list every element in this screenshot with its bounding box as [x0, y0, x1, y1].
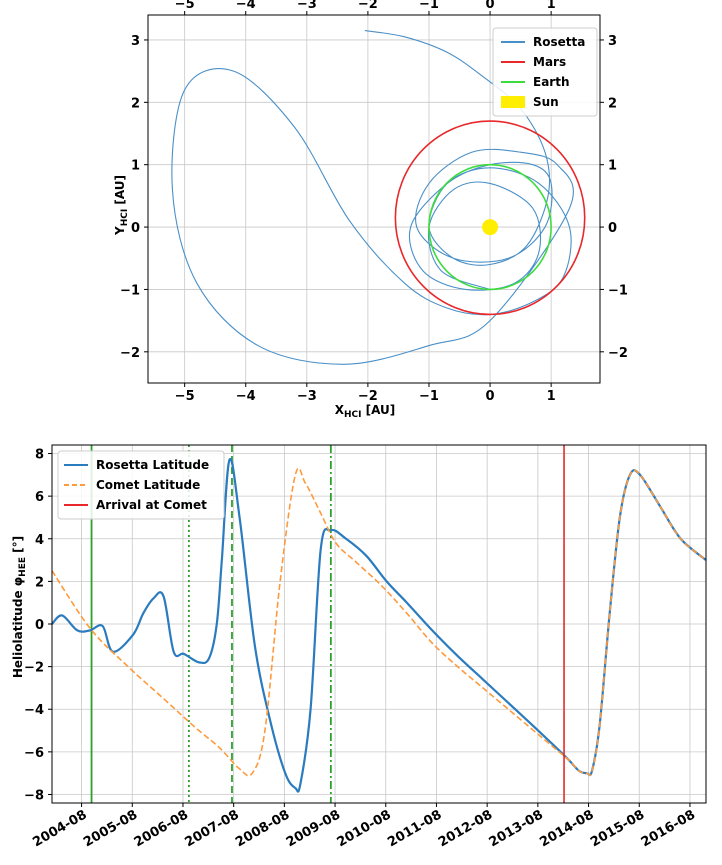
orbit-ytick-label-right: 0: [608, 221, 617, 236]
earth-orbit: [428, 163, 552, 291]
orbit-ytick-label-right: −2: [608, 346, 628, 361]
latitude-legend: Rosetta Latitude Comet Latitude Arrival at…: [57, 450, 225, 520]
legend-label-mars: Mars: [533, 55, 566, 69]
orbit-xtick-label-top: −5: [175, 0, 195, 12]
orbit-xlabel: XHCI [AU]: [335, 403, 396, 420]
latitude-xtick-label: 2011-08: [385, 807, 444, 850]
orbit-xtick-label: −3: [297, 389, 317, 404]
sun-marker: [482, 219, 499, 236]
legend-label-earth: Earth: [533, 75, 570, 89]
orbit-ytick-label: 3: [131, 34, 140, 49]
latitude-xtick-label: 2008-08: [233, 807, 292, 850]
orbit-xtick-label: −5: [175, 389, 195, 404]
latitude-ytick-label: 0: [35, 618, 44, 633]
latitude-ytick-label: 6: [35, 490, 44, 505]
legend-label-rosetta-latitude: Rosetta Latitude: [96, 458, 209, 472]
orbit-plot-area: [171, 30, 586, 365]
latitude-ylabel: Heliolatitude φHEE [°]: [11, 536, 28, 678]
orbit-xtick-label-top: −3: [297, 0, 317, 12]
mars-orbit: [394, 120, 586, 316]
orbit-chart: −5 −5 −4 −4 −3 −3 −2 −2 −1 −1 0 0 1 1 −2 −2 −1 −1 0 0 1 1 2 2 3 3…: [113, 0, 628, 420]
latitude-gridlines: [52, 445, 706, 803]
legend-label-sun: Sun: [533, 95, 559, 109]
latitude-ytick-label: −8: [24, 788, 44, 803]
latitude-ytick-label: −4: [24, 703, 44, 718]
orbit-ytick-label: −1: [120, 283, 140, 298]
latitude-xtick-label: 2007-08: [182, 807, 241, 850]
latitude-ytick-label: −2: [24, 661, 44, 676]
orbit-ytick-label-right: 2: [608, 96, 617, 111]
latitude-xtick-label: 2005-08: [81, 807, 140, 850]
orbit-xtick-label: 0: [486, 389, 495, 404]
latitude-xtick-label: 2014-08: [537, 807, 596, 850]
latitude-xtick-label: 2013-08: [487, 807, 546, 850]
latitude-ytick-label: 4: [35, 533, 44, 548]
orbit-axes-frame: [147, 14, 601, 384]
latitude-chart: 2004-082005-082006-082007-082008-082009-…: [11, 444, 707, 850]
orbit-ytick-label: 1: [131, 159, 140, 174]
orbit-ytick-label-right: 3: [608, 34, 617, 49]
legend-label-rosetta: Rosetta: [533, 35, 585, 49]
rosetta-trajectory: [171, 30, 574, 365]
orbit-xtick-label-top: 0: [486, 0, 495, 12]
latitude-xtick-label: 2015-08: [588, 807, 647, 850]
orbit-xtick-label-top: 1: [547, 0, 556, 12]
latitude-xtick-label: 2016-08: [639, 807, 698, 850]
orbit-xtick-label-top: −1: [419, 0, 439, 12]
orbit-ticks: −5 −5 −4 −4 −3 −3 −2 −2 −1 −1 0 0 1 1 −2 −2 −1 −1 0 0 1 1 2 2 3 3: [120, 0, 628, 404]
orbit-xtick-label: −4: [236, 389, 256, 404]
comet-latitude-line: [51, 467, 707, 777]
legend-swatch-sun: [501, 96, 525, 108]
orbit-ylabel: YHCI [AU]: [113, 175, 130, 236]
orbit-xtick-label-top: −4: [236, 0, 256, 12]
latitude-legend-box: [57, 450, 225, 520]
orbit-ytick-label: 0: [131, 221, 140, 236]
latitude-xtick-label: 2012-08: [436, 807, 495, 850]
orbit-legend-box: [492, 27, 598, 117]
latitude-ytick-label: 8: [35, 448, 44, 463]
legend-label-arrival-at-comet: Arrival at Comet: [96, 498, 207, 512]
legend-label-comet-latitude: Comet Latitude: [96, 478, 200, 492]
orbit-xtick-label-top: −2: [358, 0, 378, 12]
rosetta-latitude-line: [51, 457, 707, 793]
orbit-xtick-label: 1: [547, 389, 556, 404]
orbit-ytick-label-right: −1: [608, 283, 628, 298]
orbit-xtick-label: −1: [419, 389, 439, 404]
orbit-ytick-label: 2: [131, 96, 140, 111]
latitude-plot-area: [51, 445, 707, 803]
latitude-ytick-label: −6: [24, 746, 44, 761]
orbit-ytick-label-right: 1: [608, 159, 617, 174]
orbit-legend: Rosetta Mars Earth Sun: [492, 27, 598, 117]
orbit-ytick-label: −2: [120, 346, 140, 361]
latitude-ytick-label: 2: [35, 575, 44, 590]
orbit-xtick-label: −2: [358, 389, 378, 404]
latitude-xtick-label: 2004-08: [30, 807, 89, 850]
latitude-xtick-label: 2010-08: [335, 807, 394, 850]
latitude-xtick-label: 2006-08: [132, 807, 191, 850]
latitude-xtick-label: 2009-08: [284, 807, 343, 850]
